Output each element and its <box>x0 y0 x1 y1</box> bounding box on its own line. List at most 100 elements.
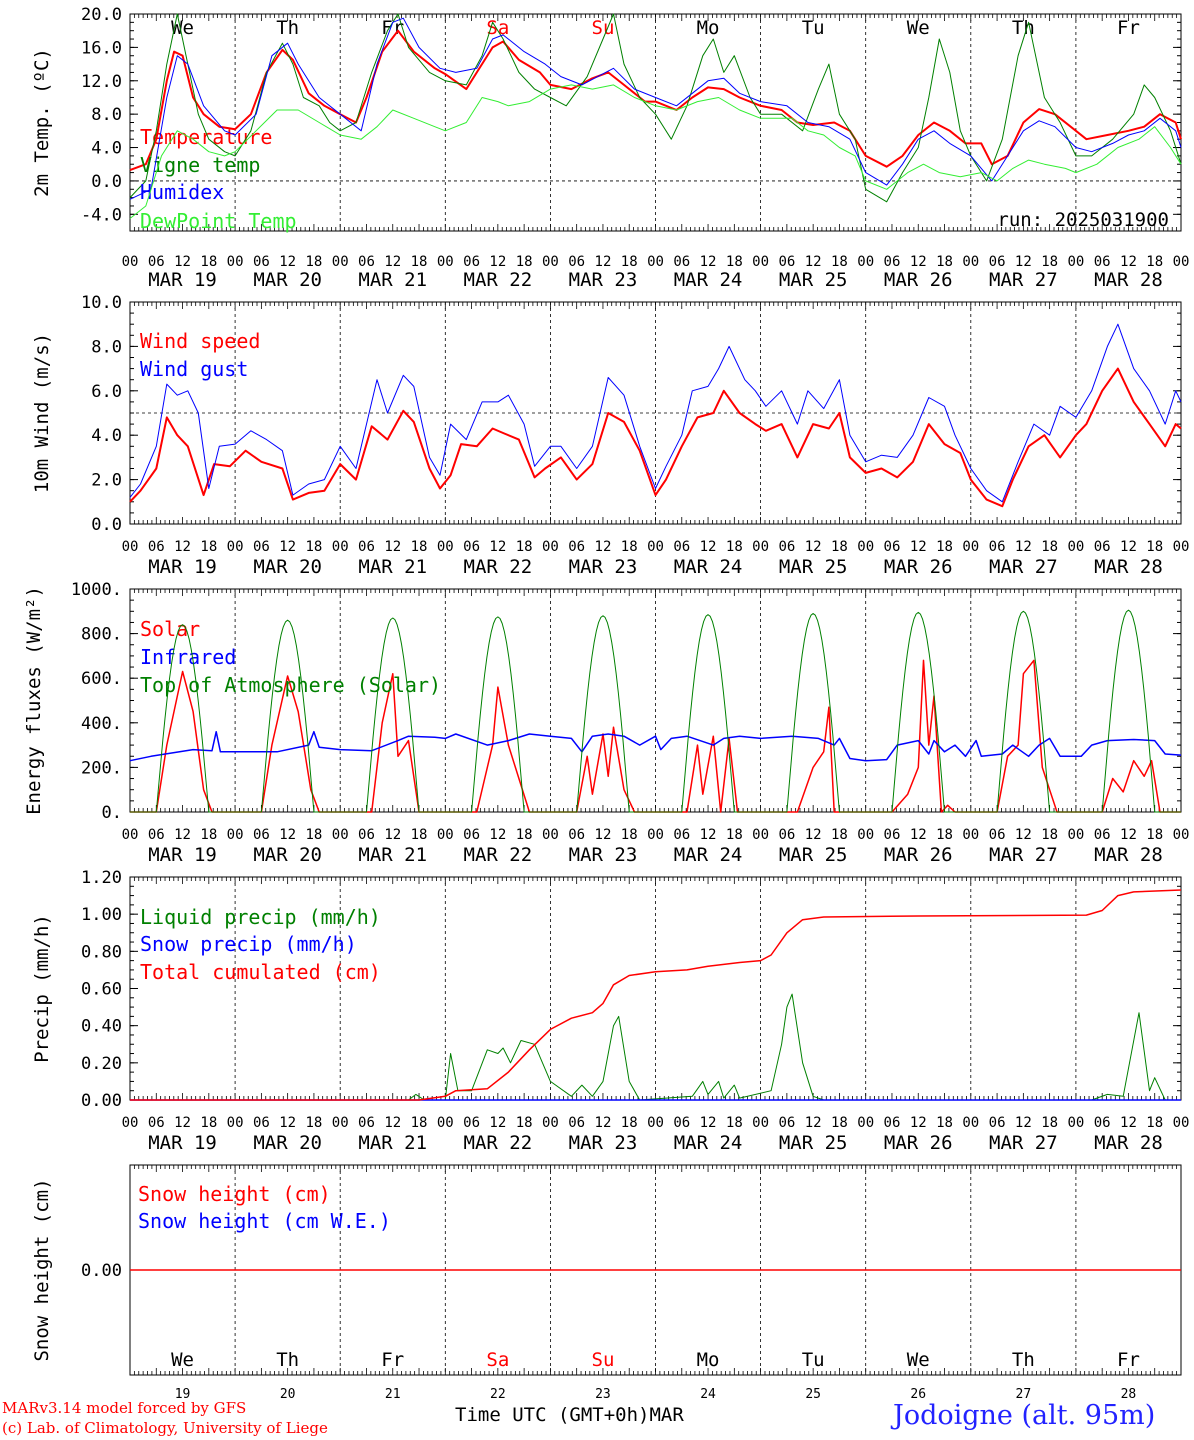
date-label: MAR 26 <box>884 556 953 578</box>
hour-label: 00 <box>332 1115 349 1131</box>
date-label: MAR 28 <box>1094 556 1163 578</box>
y-tick-label: 1000. <box>71 580 122 600</box>
date-label: MAR 27 <box>989 556 1058 578</box>
date-label: MAR 25 <box>779 269 848 291</box>
hour-label: 12 <box>279 827 296 843</box>
hour-label: 06 <box>673 539 690 555</box>
date-label: MAR 21 <box>358 556 427 578</box>
weekday-label: Th <box>276 17 299 39</box>
hour-label: 18 <box>1146 827 1163 843</box>
date-label: MAR 20 <box>253 269 322 291</box>
hour-label: 18 <box>516 254 533 270</box>
model-credit: MARv3.14 model forced by GFS <box>2 1399 247 1417</box>
legend-entry: Infrared <box>140 645 236 669</box>
hour-label: 06 <box>253 539 270 555</box>
series-line-1 <box>129 29 1182 172</box>
y-tick-label: 0.20 <box>81 1054 122 1074</box>
hour-label: 12 <box>910 254 927 270</box>
hour-label: 12 <box>700 1115 717 1131</box>
y-tick-label: 0. <box>102 803 122 823</box>
hour-label: 00 <box>1173 1115 1190 1131</box>
hour-label: 00 <box>647 539 664 555</box>
weekday-label: Fr <box>381 17 404 39</box>
hour-label: 12 <box>1015 539 1032 555</box>
weekday-label: Tu <box>802 1349 825 1371</box>
hour-label: 12 <box>1015 827 1032 843</box>
hour-label: 00 <box>437 539 454 555</box>
hour-label: 00 <box>857 827 874 843</box>
weekday-label: Tu <box>802 17 825 39</box>
hour-label: 06 <box>673 254 690 270</box>
hour-label: 00 <box>332 254 349 270</box>
hour-label: 12 <box>805 827 822 843</box>
hour-label: 06 <box>884 1115 901 1131</box>
hour-label: 18 <box>831 1115 848 1131</box>
y-tick-label: 0.60 <box>81 980 122 1000</box>
hour-label: 00 <box>1067 827 1084 843</box>
date-label: MAR 21 <box>358 1132 427 1154</box>
panel-4: 1.20 1.00 0.80 0.60 0.40 0.20 0.00 Precip (mm/h… <box>31 868 1189 1154</box>
hour-label: 18 <box>726 1115 743 1131</box>
y-tick-label: 16.0 <box>81 38 122 58</box>
hour-label: 12 <box>279 1115 296 1131</box>
hour-label: 18 <box>1041 1115 1058 1131</box>
hour-label: 00 <box>752 254 769 270</box>
y-tick-label: 10.0 <box>81 293 122 313</box>
y-tick-label: 800. <box>81 625 122 645</box>
day-number: 19 <box>175 1387 191 1402</box>
hour-label: 12 <box>1015 254 1032 270</box>
series-line-2 <box>129 730 1182 762</box>
hour-label: 18 <box>621 1115 638 1131</box>
hour-label: 06 <box>778 254 795 270</box>
hour-label: 00 <box>1067 254 1084 270</box>
hour-label: 12 <box>910 539 927 555</box>
legend-entry: DewPoint Temp <box>140 209 297 233</box>
hour-label: 18 <box>726 827 743 843</box>
date-label: MAR 23 <box>569 556 638 578</box>
hour-label: 18 <box>936 254 953 270</box>
lab-credit: (c) Lab. of Climatology, University of L… <box>2 1419 328 1437</box>
hour-label: 00 <box>962 1115 979 1131</box>
y-tick-label: 1.20 <box>81 868 122 888</box>
series-line-1 <box>129 367 1182 508</box>
y-tick-label: 12.0 <box>81 72 122 92</box>
hour-label: 06 <box>1094 539 1111 555</box>
hour-label: 18 <box>936 827 953 843</box>
hour-label: 00 <box>542 254 559 270</box>
hour-label: 00 <box>437 254 454 270</box>
series-line-4 <box>129 84 1182 219</box>
hour-label: 06 <box>1094 827 1111 843</box>
hour-label: 18 <box>411 539 428 555</box>
hour-label: 18 <box>200 539 217 555</box>
hour-label: 00 <box>122 827 139 843</box>
date-label: MAR 27 <box>989 269 1058 291</box>
weekday-label: Th <box>1012 1349 1035 1371</box>
hour-label: 00 <box>857 1115 874 1131</box>
weekday-label: Fr <box>1117 17 1140 39</box>
panel-frame <box>129 588 1182 813</box>
date-label: MAR 25 <box>779 844 848 866</box>
hour-label: 18 <box>305 254 322 270</box>
hour-label: 12 <box>910 827 927 843</box>
hour-label: 00 <box>542 539 559 555</box>
hour-label: 06 <box>568 539 585 555</box>
date-label: MAR 22 <box>464 269 533 291</box>
hour-label: 00 <box>962 539 979 555</box>
hour-label: 00 <box>752 1115 769 1131</box>
hour-label: 18 <box>411 1115 428 1131</box>
hour-label: 00 <box>857 254 874 270</box>
date-label: MAR 27 <box>989 1132 1058 1154</box>
hour-label: 00 <box>122 539 139 555</box>
hour-label: 18 <box>831 254 848 270</box>
date-label: MAR 27 <box>989 844 1058 866</box>
hour-label: 12 <box>174 1115 191 1131</box>
date-label: MAR 24 <box>674 1132 743 1154</box>
y-axis-label: 10m Wind (m/s) <box>31 333 53 493</box>
hour-label: 06 <box>989 254 1006 270</box>
hour-label: 18 <box>200 254 217 270</box>
hour-label: 12 <box>384 539 401 555</box>
hour-label: 00 <box>332 539 349 555</box>
hour-label: 00 <box>962 254 979 270</box>
hour-label: 18 <box>1041 539 1058 555</box>
